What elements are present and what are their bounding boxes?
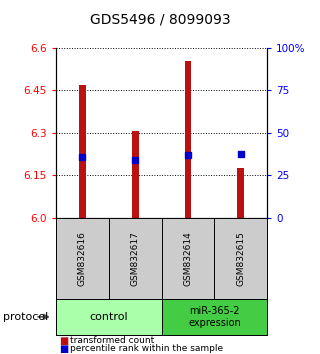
Bar (237, 168, 244, 218)
Text: GSM832617: GSM832617 (131, 231, 140, 286)
Text: GDS5496 / 8099093: GDS5496 / 8099093 (90, 12, 230, 27)
Text: ■: ■ (59, 336, 68, 346)
Text: GSM832615: GSM832615 (236, 231, 245, 286)
Bar (132, 131, 139, 218)
Text: ■: ■ (59, 344, 68, 354)
Text: transformed count: transformed count (70, 336, 155, 345)
Text: percentile rank within the sample: percentile rank within the sample (70, 344, 224, 353)
Bar (185, 61, 191, 218)
Bar (79, 85, 86, 218)
Text: GSM832614: GSM832614 (183, 231, 193, 286)
Text: miR-365-2
expression: miR-365-2 expression (188, 306, 241, 328)
Text: control: control (90, 312, 128, 322)
Text: protocol: protocol (3, 312, 48, 322)
Text: GSM832616: GSM832616 (78, 231, 87, 286)
